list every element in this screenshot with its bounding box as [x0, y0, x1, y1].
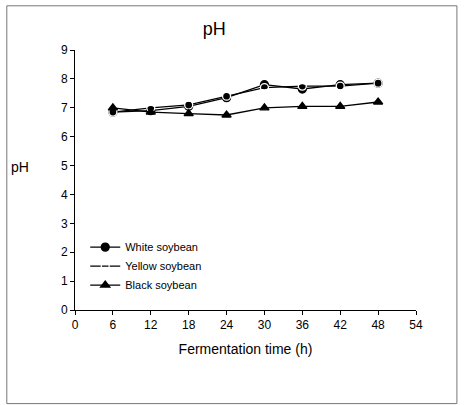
svg-text:White soybean: White soybean — [125, 241, 198, 253]
svg-text:42: 42 — [334, 318, 348, 332]
svg-text:8: 8 — [61, 72, 68, 86]
svg-text:4: 4 — [61, 188, 68, 202]
svg-text:54: 54 — [409, 318, 423, 332]
svg-text:24: 24 — [220, 318, 234, 332]
svg-text:Yellow soybean: Yellow soybean — [125, 260, 201, 272]
svg-text:5: 5 — [61, 159, 68, 173]
svg-text:3: 3 — [61, 217, 68, 231]
svg-text:18: 18 — [182, 318, 196, 332]
svg-text:pH: pH — [203, 19, 226, 39]
svg-text:12: 12 — [144, 318, 158, 332]
svg-text:Fermentation time (h): Fermentation time (h) — [179, 341, 313, 357]
svg-text:7: 7 — [61, 101, 68, 115]
svg-text:1: 1 — [61, 274, 68, 288]
svg-text:2: 2 — [61, 245, 68, 259]
svg-text:Black soybean: Black soybean — [125, 279, 197, 291]
svg-text:36: 36 — [296, 318, 310, 332]
svg-text:pH: pH — [11, 159, 29, 175]
svg-text:9: 9 — [61, 43, 68, 57]
svg-text:30: 30 — [258, 318, 272, 332]
svg-text:48: 48 — [371, 318, 385, 332]
svg-text:0: 0 — [72, 318, 79, 332]
svg-text:0: 0 — [61, 303, 68, 317]
svg-text:6: 6 — [110, 318, 117, 332]
svg-text:6: 6 — [61, 130, 68, 144]
